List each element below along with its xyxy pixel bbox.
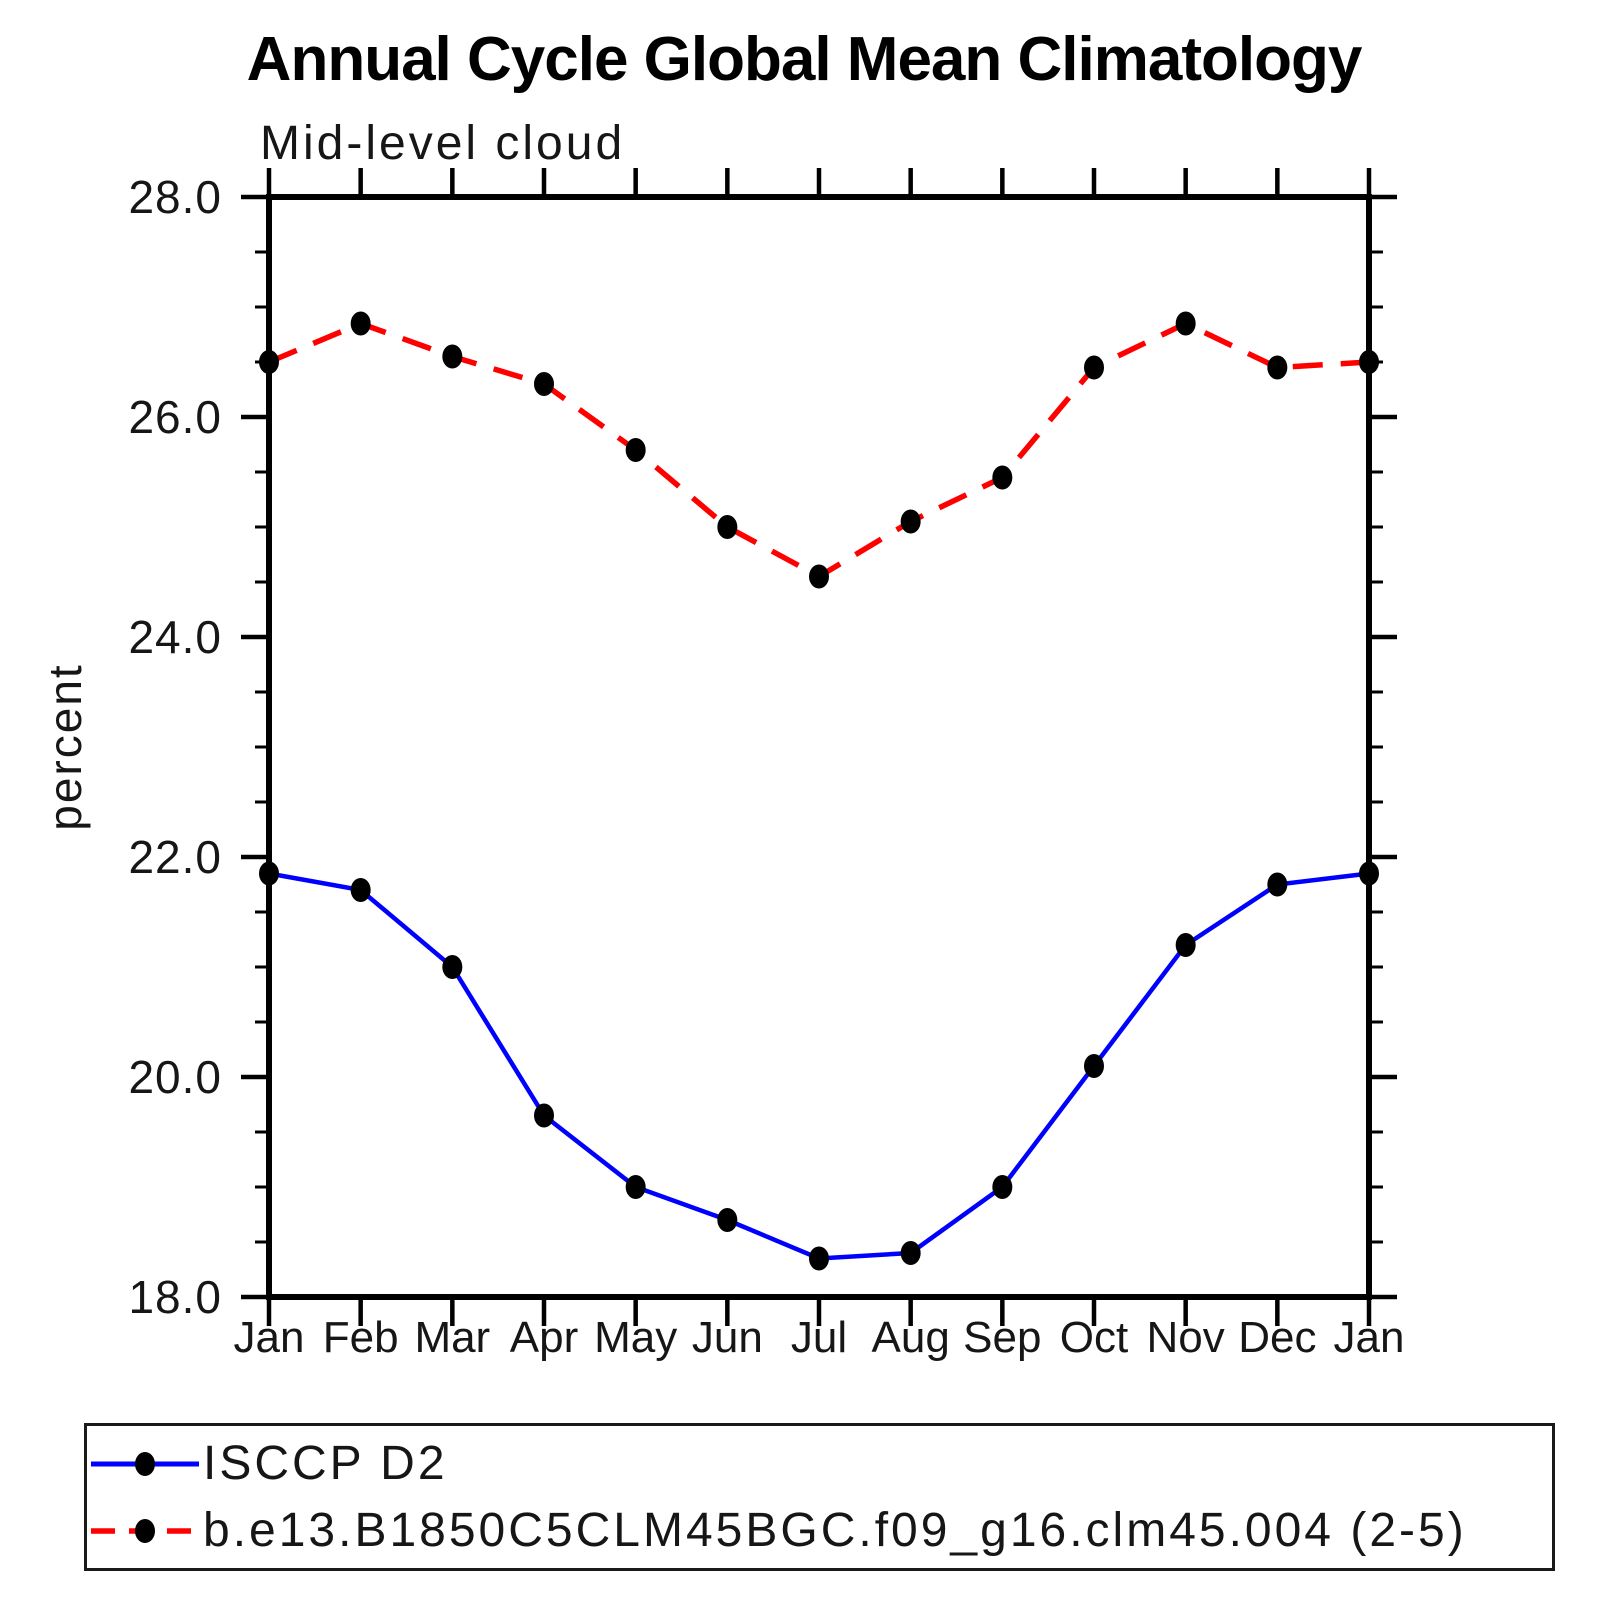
plot-frame xyxy=(266,194,1372,1300)
legend-row-isccp: ISCCP D2 xyxy=(89,1436,1552,1491)
data-point xyxy=(809,564,829,589)
data-point xyxy=(900,1241,921,1265)
y-tick-label: 24.0 xyxy=(128,611,222,663)
legend: ISCCP D2 b.e13.B1850C5CLM45BGC.f09_g16.c… xyxy=(84,1423,1555,1571)
data-point xyxy=(259,350,279,374)
data-point xyxy=(900,509,921,534)
legend-dashed-line-sample-icon xyxy=(91,1518,199,1543)
data-point xyxy=(717,515,738,539)
data-point xyxy=(1267,355,1288,380)
data-point xyxy=(625,438,646,462)
legend-sample-marker xyxy=(135,1451,155,1476)
data-point xyxy=(1359,861,1379,886)
x-tick-label: Oct xyxy=(1060,1313,1128,1362)
x-tick-label: Sep xyxy=(963,1313,1041,1362)
data-point xyxy=(992,465,1013,490)
y-tick-label: 18.0 xyxy=(128,1271,222,1323)
y-tick-label: 28.0 xyxy=(128,171,222,223)
data-point xyxy=(1084,1054,1104,1078)
x-tick-label: May xyxy=(594,1313,677,1362)
legend-label: ISCCP D2 xyxy=(203,1437,448,1490)
x-tick-label: Nov xyxy=(1147,1313,1225,1362)
series-line xyxy=(268,871,1370,1261)
data-point xyxy=(625,1175,646,1199)
x-tick-label: Mar xyxy=(414,1313,490,1362)
data-point xyxy=(1084,355,1104,380)
y-tick-label: 22.0 xyxy=(128,831,222,883)
data-point xyxy=(350,311,371,336)
chart-title: Annual Cycle Global Mean Climatology xyxy=(246,25,1363,94)
legend-row-model: b.e13.B1850C5CLM45BGC.f09_g16.clm45.004 … xyxy=(89,1503,1552,1558)
chart-subtitle: Mid-level cloud xyxy=(260,117,626,170)
data-point xyxy=(534,1103,554,1128)
data-point xyxy=(350,878,371,902)
x-tick-label: Jul xyxy=(791,1313,847,1362)
data-point xyxy=(442,955,463,979)
legend-sample-marker xyxy=(135,1518,155,1543)
data-point xyxy=(717,1208,738,1232)
legend-label: b.e13.B1850C5CLM45BGC.f09_g16.clm45.004 … xyxy=(203,1504,1467,1557)
x-tick-label: Jun xyxy=(692,1313,763,1362)
data-point xyxy=(992,1175,1013,1199)
series-line xyxy=(267,320,1370,580)
x-tick-label: Jan xyxy=(1334,1313,1405,1362)
legend-line-sample-icon xyxy=(91,1451,199,1476)
y-tick-label: 26.0 xyxy=(128,391,222,443)
data-point xyxy=(809,1246,829,1271)
data-point xyxy=(1359,350,1379,374)
x-tick-label: Dec xyxy=(1238,1313,1316,1362)
x-tick-label: Aug xyxy=(872,1313,950,1362)
x-tick-label: Jan xyxy=(234,1313,305,1362)
data-point xyxy=(1175,311,1196,336)
x-tick-label: Feb xyxy=(323,1313,399,1362)
x-tick-label: Apr xyxy=(510,1313,578,1362)
data-point xyxy=(442,344,463,369)
data-point xyxy=(1175,933,1196,957)
data-point xyxy=(534,372,554,396)
y-tick-label: 20.0 xyxy=(128,1051,222,1103)
data-point xyxy=(259,861,279,886)
data-point xyxy=(1267,872,1288,897)
